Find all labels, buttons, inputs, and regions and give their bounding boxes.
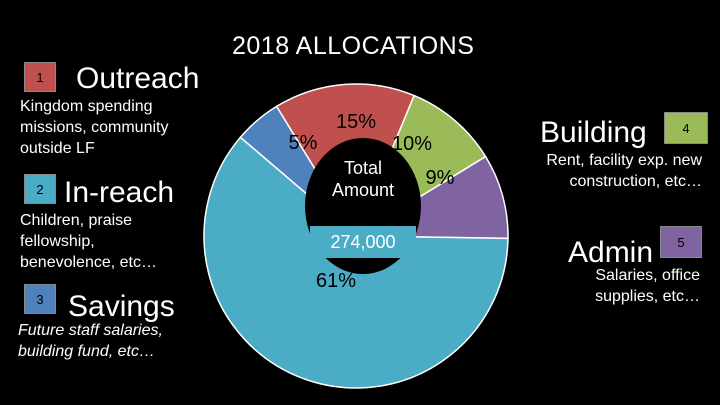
category-badge-5: 5 xyxy=(660,226,702,258)
center-label-line1: Total xyxy=(344,158,382,178)
center-label-line2: Amount xyxy=(332,180,394,200)
category-desc-outreach: Kingdom spending missions, community out… xyxy=(20,98,169,157)
category-badge-4: 4 xyxy=(664,112,708,144)
category-desc-building: Rent, facility exp. new construction, et… xyxy=(546,152,702,190)
slice-label-building: 10% xyxy=(392,133,432,155)
category-badge-2: 2 xyxy=(24,174,56,204)
total-band xyxy=(310,226,416,258)
category-title-savings: Savings xyxy=(68,290,175,323)
slice-label-outreach: 15% xyxy=(336,111,376,133)
category-desc-admin: Salaries, office supplies, etc… xyxy=(595,267,700,305)
category-badge-3: 3 xyxy=(24,284,56,314)
slice-label-savings: 5% xyxy=(289,132,318,154)
slice-label-admin: 9% xyxy=(426,167,455,189)
category-desc-in-reach: Children, praise fellowship, benevolence… xyxy=(20,212,157,271)
center-total: 274,000 xyxy=(330,232,395,252)
category-title-building: Building xyxy=(540,116,647,149)
category-title-in-reach: In-reach xyxy=(64,176,175,209)
slice-label-in-reach: 61% xyxy=(316,270,356,292)
category-desc-savings: Future staff salaries, building fund, et… xyxy=(18,322,163,360)
category-title-admin: Admin xyxy=(568,236,654,269)
chart-title: 2018 ALLOCATIONS xyxy=(232,32,475,60)
category-title-outreach: Outreach xyxy=(76,62,200,95)
category-badge-1: 1 xyxy=(24,62,56,92)
